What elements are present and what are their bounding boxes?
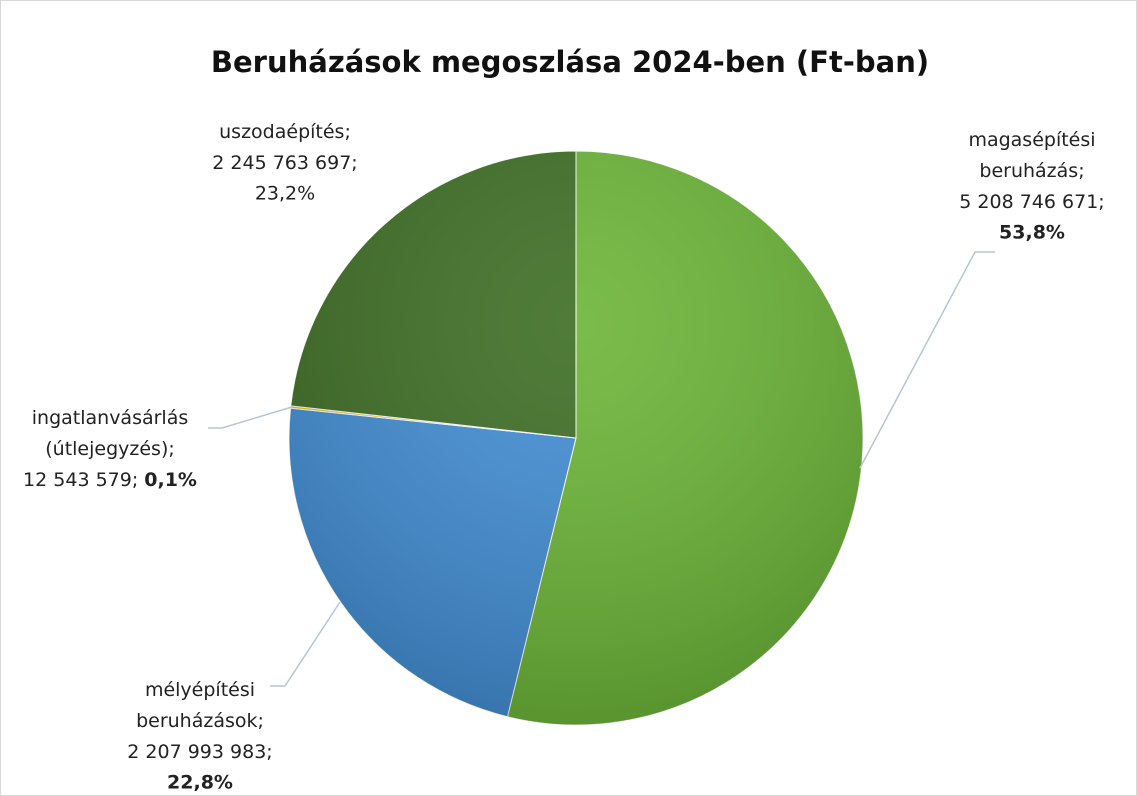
category-line: beruházások	[136, 710, 257, 732]
category-label: magasépítési beruházás;	[968, 129, 1095, 182]
chart-title: Beruházások megoszlása 2024-ben (Ft-ban)	[211, 45, 929, 79]
value: 2 245 763 697	[212, 152, 351, 174]
leader-line	[208, 406, 293, 429]
separator: ;	[168, 438, 174, 460]
separator: ;	[132, 469, 138, 491]
separator: ;	[1078, 160, 1084, 182]
leader-line	[859, 251, 995, 469]
category-label: ingatlanvásárlás (útlejegyzés);	[32, 407, 189, 460]
separator: ;	[351, 152, 357, 174]
category-label: mélyépítési beruházások;	[136, 679, 264, 732]
data-labels: magasépítési beruházás;5 208 746 671;53,8…	[23, 121, 1105, 794]
separator: ;	[258, 710, 264, 732]
category-label: uszodaépítés;	[219, 121, 351, 143]
percent-label: 0,1%	[144, 469, 197, 491]
slices	[288, 150, 864, 726]
value-label: 12 543 579; 0,1%	[23, 469, 197, 491]
category-line: beruházás	[979, 160, 1078, 182]
percent-label: 53,8%	[999, 222, 1065, 244]
category-line: magasépítési	[968, 129, 1095, 151]
category-line: uszodaépítés	[219, 121, 344, 143]
category-line: mélyépítési	[145, 679, 255, 701]
value-label: 5 208 746 671;	[959, 191, 1104, 213]
value: 2 207 993 983	[127, 741, 266, 763]
value: 5 208 746 671	[959, 191, 1098, 213]
separator: ;	[1098, 191, 1104, 213]
value: 12 543 579	[23, 469, 132, 491]
separator: ;	[266, 741, 272, 763]
percent-label: 22,8%	[167, 772, 233, 794]
leader-line	[270, 601, 341, 687]
category-line: ingatlanvásárlás	[32, 407, 189, 429]
value-label: 2 207 993 983;	[127, 741, 272, 763]
category-line: (útlejegyzés)	[45, 438, 168, 460]
separator: ;	[344, 121, 350, 143]
value-label: 2 245 763 697;	[212, 152, 357, 174]
percent-label: 23,2%	[255, 183, 315, 205]
leader-lines	[208, 251, 995, 687]
